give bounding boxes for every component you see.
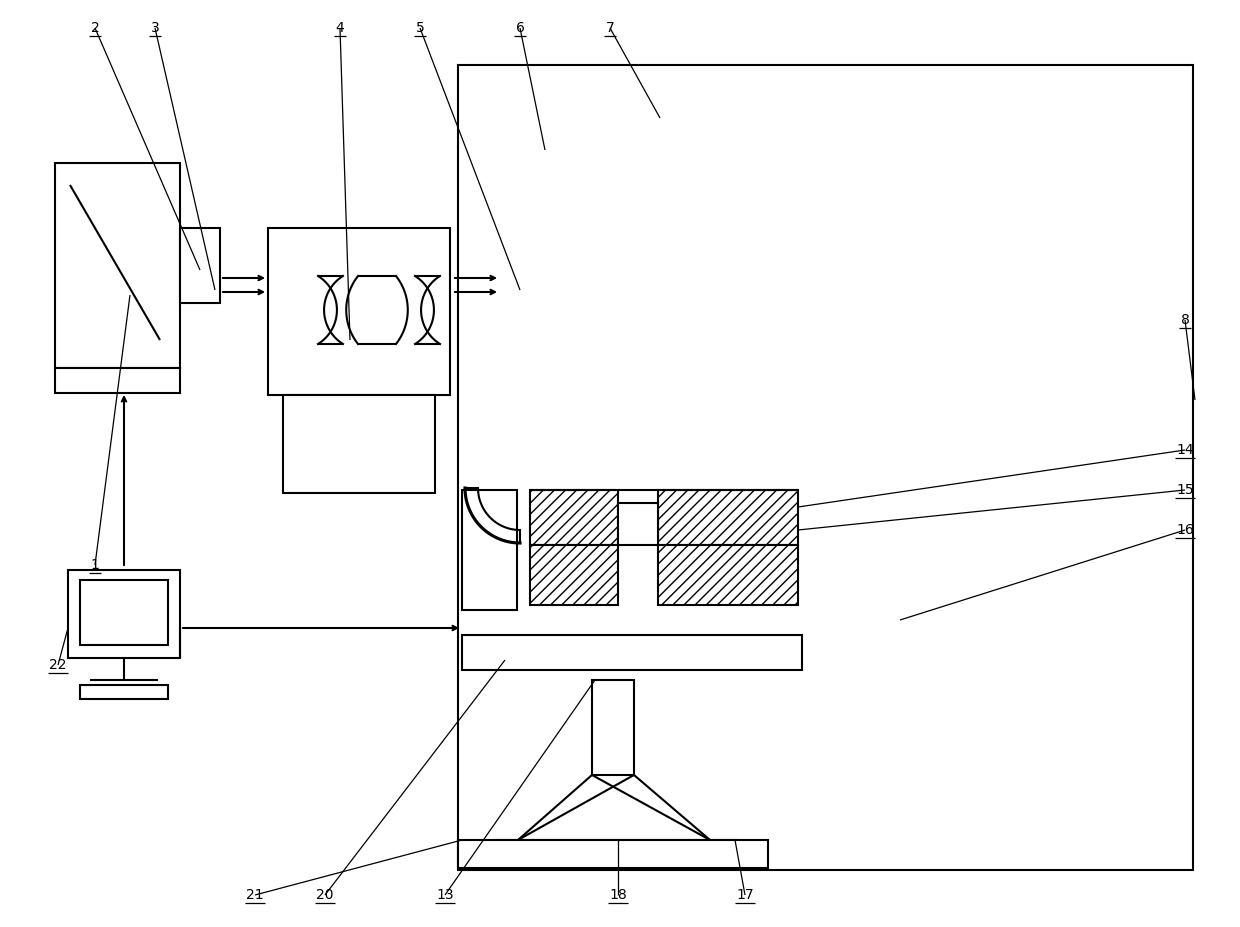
Text: 6: 6 bbox=[516, 21, 525, 35]
Bar bbox=[570, 316, 657, 330]
Text: 1: 1 bbox=[91, 558, 99, 572]
Text: 13: 13 bbox=[436, 888, 454, 902]
Bar bbox=[283, 395, 435, 493]
Bar bbox=[463, 490, 517, 610]
Bar bbox=[55, 163, 180, 368]
Bar bbox=[458, 65, 1193, 870]
Bar bbox=[529, 490, 618, 545]
Bar bbox=[570, 334, 657, 348]
Bar bbox=[500, 188, 556, 233]
Bar bbox=[570, 352, 657, 366]
Text: 21: 21 bbox=[247, 888, 264, 902]
Text: 16: 16 bbox=[1176, 523, 1194, 537]
Text: 7: 7 bbox=[605, 21, 614, 35]
Bar bbox=[500, 70, 730, 188]
Bar bbox=[529, 545, 618, 605]
Bar bbox=[495, 840, 737, 868]
Bar bbox=[591, 680, 634, 775]
Text: 14: 14 bbox=[1177, 443, 1194, 457]
Bar bbox=[573, 310, 655, 428]
Bar bbox=[658, 545, 799, 605]
Text: 18: 18 bbox=[609, 888, 627, 902]
Bar bbox=[55, 368, 180, 393]
Bar bbox=[570, 370, 657, 384]
Bar bbox=[81, 580, 167, 645]
Bar bbox=[463, 635, 802, 670]
Text: 3: 3 bbox=[150, 21, 160, 35]
Text: 8: 8 bbox=[1180, 313, 1189, 327]
Text: 20: 20 bbox=[316, 888, 334, 902]
Text: 5: 5 bbox=[415, 21, 424, 35]
Bar bbox=[81, 685, 167, 699]
Text: 4: 4 bbox=[336, 21, 345, 35]
Bar bbox=[618, 503, 658, 545]
Text: 15: 15 bbox=[1177, 483, 1194, 497]
Bar bbox=[658, 490, 799, 545]
Bar bbox=[68, 570, 180, 658]
Text: 2: 2 bbox=[91, 21, 99, 35]
Bar bbox=[458, 840, 768, 868]
Bar bbox=[268, 228, 450, 395]
Bar bbox=[180, 228, 219, 303]
Text: 22: 22 bbox=[50, 658, 67, 672]
Text: 17: 17 bbox=[737, 888, 754, 902]
Polygon shape bbox=[500, 188, 730, 310]
